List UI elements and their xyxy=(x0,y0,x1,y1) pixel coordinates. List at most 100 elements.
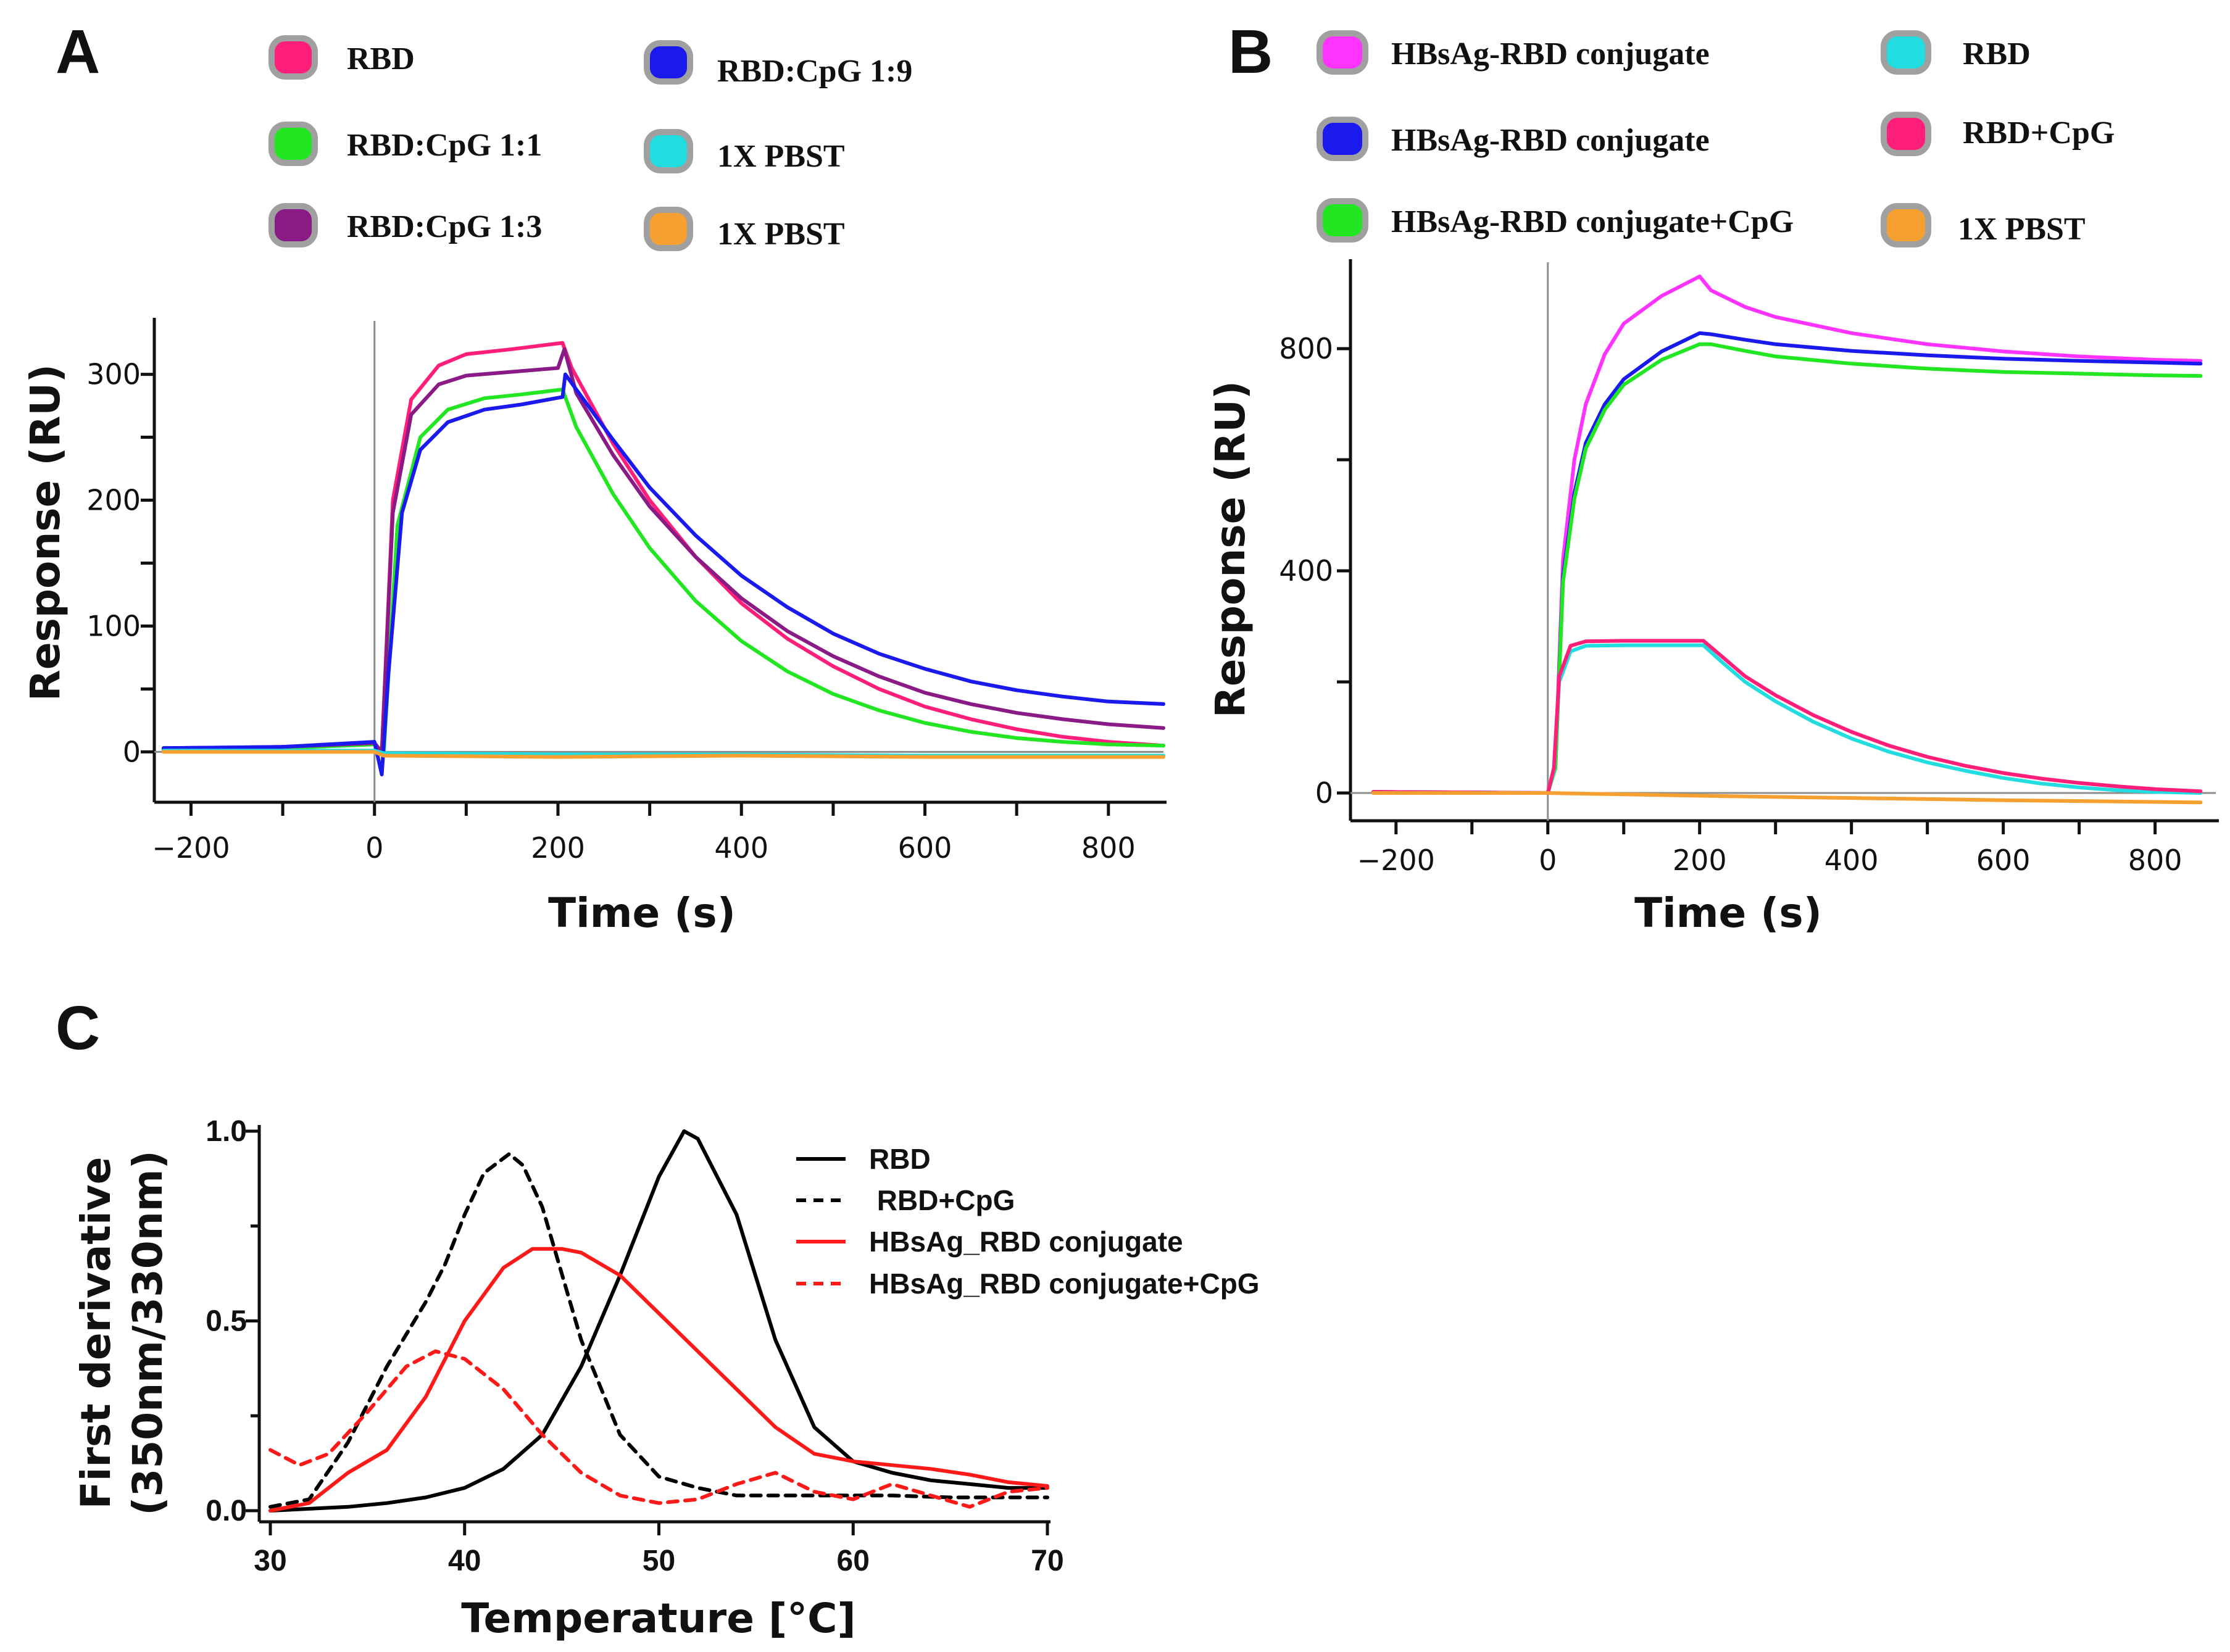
panel-c-legend-label-0: RBD xyxy=(869,1143,931,1175)
panel-a-legend-item-0: RBD xyxy=(268,35,415,80)
panel-b-series-1 xyxy=(1371,331,2203,795)
panel-b-legend-item-0: HBsAg-RBD conjugate xyxy=(1317,30,1710,75)
panel-b-legend-swatch-4 xyxy=(1881,112,1931,156)
panel-b-series-5 xyxy=(1371,791,2203,805)
panel-b-legend-item-3: RBD xyxy=(1881,30,2031,75)
panel-a-y-tick-label: 100 xyxy=(86,609,141,642)
panel-c-legend-item-0: RBD xyxy=(796,1143,931,1175)
panel-c-x-tick-label: 60 xyxy=(837,1545,870,1577)
panel-c-y-tick-label: 1.0 xyxy=(206,1115,247,1148)
panel-a-legend-swatch-2 xyxy=(268,203,318,247)
panel-b-legend: HBsAg-RBD conjugate HBsAg-RBD conjugate … xyxy=(1317,30,2115,247)
panel-b-x-tick-label: 200 xyxy=(1673,844,1727,877)
panel-a-series-1 xyxy=(161,388,1165,758)
panel-c-series-0 xyxy=(268,1129,1049,1513)
panel-b-x-tick-label: 800 xyxy=(2128,844,2182,877)
panel-c-legend: RBD RBD+CpG HBsAg_RBD conjugate HBsAg_RB… xyxy=(796,1143,1260,1300)
panel-b-x-tick-label: 600 xyxy=(1976,844,2031,877)
panel-b-x-axis-label: Time (s) xyxy=(1634,889,1822,937)
panel-a-legend: RBD RBD:CpG 1:1 RBD:CpG 1:3 RBD:CpG 1:9 … xyxy=(268,35,912,252)
panel-b-x-tick-label: 0 xyxy=(1539,844,1557,877)
panel-a-legend-swatch-1 xyxy=(268,122,318,166)
panel-c-x-axis-label: Temperature [°C] xyxy=(461,1595,855,1642)
panel-b-x-tick-label: 400 xyxy=(1824,844,1879,877)
panel-b-legend-label-4: RBD+CpG xyxy=(1963,115,2115,151)
panel-c-legend-label-2: HBsAg_RBD conjugate xyxy=(869,1226,1183,1258)
panel-a-legend-swatch-5 xyxy=(644,207,693,251)
panel-c-series-3 xyxy=(268,1349,1049,1509)
panel-a-legend-swatch-3 xyxy=(644,40,693,85)
panel-b-legend-swatch-1 xyxy=(1317,117,1368,161)
panel-c-x-tick-label: 50 xyxy=(643,1545,675,1577)
panel-a-legend-item-1: RBD:CpG 1:1 xyxy=(268,122,542,166)
panel-b-legend-swatch-0 xyxy=(1317,30,1368,75)
panel-a-series-3 xyxy=(161,372,1165,777)
panel-c-letter: C xyxy=(56,994,100,1063)
panel-c-x-tick-label: 40 xyxy=(448,1545,481,1577)
panel-c-plot: 30 40 50 60 70 0.0 0.5 1.0 xyxy=(206,1115,1063,1577)
panel-a-legend-label-1: RBD:CpG 1:1 xyxy=(347,128,542,163)
panel-a-x-tick-label: 0 xyxy=(365,831,383,865)
panel-c-series-1 xyxy=(268,1152,1049,1509)
panel-a-legend-swatch-4 xyxy=(644,129,693,173)
panel-b-y-tick-label: 400 xyxy=(1279,554,1333,587)
panel-b-legend-label-5: 1X PBST xyxy=(1958,212,2086,247)
panel-b-plot: −200 0 200 400 600 800 0 400 800 xyxy=(1279,259,2219,877)
panel-b-x-tick-label: −200 xyxy=(1357,844,1435,877)
panel-b-letter: B xyxy=(1228,17,1273,86)
panel-a-legend-item-4: 1X PBST xyxy=(644,129,845,174)
panel-c-legend-item-2: HBsAg_RBD conjugate xyxy=(796,1226,1183,1258)
panel-b-series-2 xyxy=(1371,342,2203,795)
panel-b-legend-swatch-5 xyxy=(1881,203,1931,247)
panel-c-y-tick-label: 0.0 xyxy=(206,1495,247,1527)
panel-b-legend-item-4: RBD+CpG xyxy=(1881,112,2115,156)
panel-b-legend-swatch-3 xyxy=(1881,30,1931,75)
panel-c-x-tick-label: 70 xyxy=(1031,1545,1063,1577)
panel-b-legend-label-3: RBD xyxy=(1963,36,2031,72)
panel-a-series-2 xyxy=(161,347,1165,754)
panel-b-y-axis-label: Response (RU) xyxy=(1207,381,1254,718)
panel-a-legend-swatch-0 xyxy=(268,35,318,80)
panel-a-x-axis-label: Time (s) xyxy=(548,889,736,937)
panel-c-legend-label-1: RBD+CpG xyxy=(869,1184,1015,1216)
panel-a-legend-label-3: RBD:CpG 1:9 xyxy=(717,54,912,89)
panel-c-legend-item-1: RBD+CpG xyxy=(796,1184,1015,1216)
panel-a-plot: −200 0 200 400 600 800 0 100 200 300 xyxy=(86,318,1167,865)
panel-a-series-5 xyxy=(161,750,1165,759)
panel-a-legend-item-3: RBD:CpG 1:9 xyxy=(644,40,912,89)
panel-a-y-axis-label: Response (RU) xyxy=(22,364,69,701)
panel-b-legend-item-5: 1X PBST xyxy=(1881,203,2086,247)
panel-a-x-tick-label: −200 xyxy=(152,831,230,865)
panel-a-legend-item-2: RBD:CpG 1:3 xyxy=(268,203,542,247)
panel-c: C RBD RBD+CpG HBsAg_RBD conjugate HBsAg_… xyxy=(56,994,1260,1642)
panel-c-legend-item-3: HBsAg_RBD conjugate+CpG xyxy=(796,1268,1260,1300)
panel-b-y-tick-label: 800 xyxy=(1279,332,1333,365)
panel-b-y-tick-label: 0 xyxy=(1315,776,1333,810)
panel-c-x-tick-label: 30 xyxy=(254,1545,286,1577)
panel-b-legend-item-2: HBsAg-RBD conjugate+CpG xyxy=(1317,198,1794,243)
panel-b-legend-swatch-2 xyxy=(1317,198,1368,243)
panel-a: A RBD RBD:CpG 1:1 RBD:CpG 1:3 RBD:CpG 1:… xyxy=(22,17,1167,937)
panel-c-y-tick-label: 0.5 xyxy=(206,1305,247,1338)
panel-a-x-tick-label: 200 xyxy=(531,831,585,865)
panel-a-legend-label-5: 1X PBST xyxy=(717,217,845,252)
panel-b-series-0 xyxy=(1371,275,2203,795)
panel-b-series-4 xyxy=(1371,639,2203,795)
panel-c-y-axis-label-line1: First derivative xyxy=(72,1157,120,1509)
panel-c-legend-label-3: HBsAg_RBD conjugate+CpG xyxy=(869,1268,1260,1300)
panel-a-letter: A xyxy=(56,17,100,86)
panel-a-x-tick-label: 400 xyxy=(714,831,768,865)
panel-a-y-tick-label: 0 xyxy=(123,735,141,768)
panel-a-legend-label-4: 1X PBST xyxy=(717,139,845,174)
panel-a-y-tick-label: 200 xyxy=(86,484,141,517)
panel-b: B HBsAg-RBD conjugate HBsAg-RBD conjugat… xyxy=(1207,17,2219,937)
panel-b-legend-label-0: HBsAg-RBD conjugate xyxy=(1391,36,1710,72)
panel-a-legend-item-5: 1X PBST xyxy=(644,207,845,252)
panel-a-y-tick-label: 300 xyxy=(86,358,141,391)
panel-c-series-2 xyxy=(268,1247,1049,1513)
panel-a-legend-label-0: RBD xyxy=(347,41,415,77)
panel-a-legend-label-2: RBD:CpG 1:3 xyxy=(347,209,542,244)
panel-c-y-axis-label-line2: (350nm/330nm) xyxy=(124,1150,172,1516)
panel-a-x-tick-label: 800 xyxy=(1081,831,1136,865)
